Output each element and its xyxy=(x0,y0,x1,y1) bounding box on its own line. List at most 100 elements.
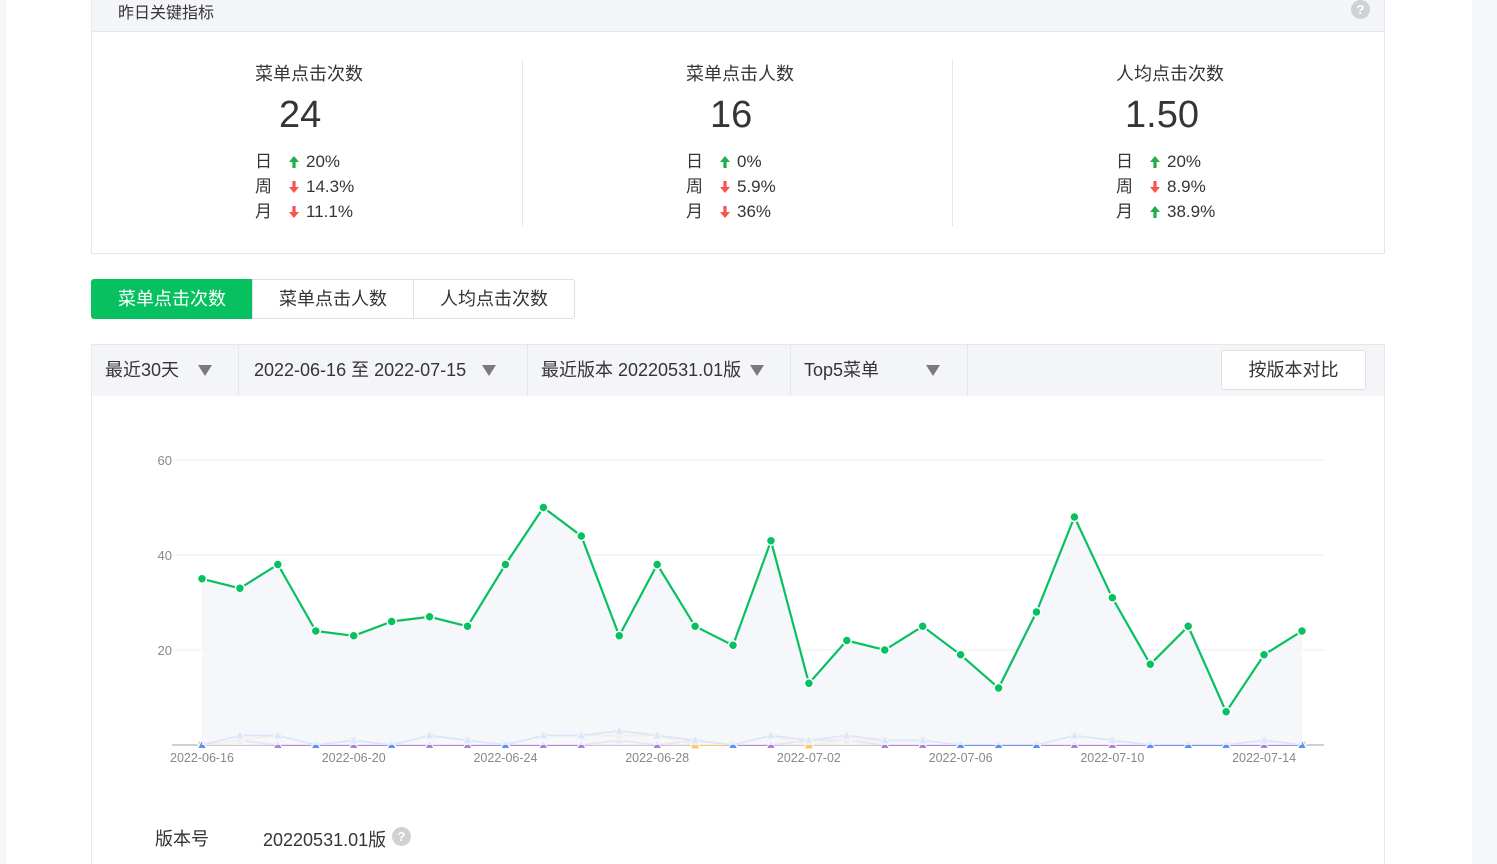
data-point xyxy=(1107,592,1118,603)
data-point xyxy=(1145,659,1156,670)
y-tick-label: 40 xyxy=(158,548,172,563)
period-label: 月 xyxy=(255,202,272,221)
period-label: 日 xyxy=(255,152,272,171)
version-label: 版本号 xyxy=(155,829,209,849)
trend-panel: 最近30天 2022-06-16 至 2022-07-15 最近版本 20220… xyxy=(91,344,1385,864)
chevron-down-icon xyxy=(926,365,940,376)
metric-label: 菜单点击人数 xyxy=(686,64,794,84)
period-label: 日 xyxy=(1116,152,1133,171)
page: 昨日关键指标 ? 菜单点击次数 24 日 20% 周 14.3% 月 11.1% 菜单… xyxy=(6,0,1472,864)
metric-changes: 日 0% 周 5.9% 月 36% xyxy=(686,149,866,224)
change-row-week: 周 8.9% xyxy=(1116,174,1296,199)
data-point xyxy=(993,682,1004,694)
version-value: 20220531.01版 xyxy=(263,830,387,850)
data-point xyxy=(386,616,397,627)
menu-dropdown-value: Top5菜单 xyxy=(804,360,880,380)
period-label: 日 xyxy=(686,152,703,171)
period-label: 周 xyxy=(1116,177,1133,196)
data-point xyxy=(803,678,815,689)
arrow-down-icon xyxy=(289,181,299,193)
data-point xyxy=(1220,706,1232,717)
y-tick-label: 60 xyxy=(158,453,172,468)
tab-avg-clicks[interactable]: 人均点击次数 xyxy=(413,279,575,319)
arrow-down-icon xyxy=(720,206,730,218)
card-title: 昨日关键指标 xyxy=(118,5,215,22)
help-icon[interactable]: ? xyxy=(392,827,411,846)
range-value: 最近30天 xyxy=(105,360,180,380)
metric-menu-users: 菜单点击人数 16 日 0% 周 5.9% 月 36% xyxy=(522,60,952,226)
metric-label: 人均点击次数 xyxy=(1116,64,1224,84)
change-value: 38.9% xyxy=(1167,202,1216,221)
chevron-down-icon xyxy=(198,365,212,376)
x-tick-label: 2022-06-24 xyxy=(473,751,537,765)
data-point xyxy=(879,644,891,656)
data-point xyxy=(310,625,322,637)
metric-value: 24 xyxy=(279,94,322,136)
version-dropdown-value: 最近版本 20220531.01版 xyxy=(541,360,742,380)
metric-changes: 日 20% 周 14.3% 月 11.1% xyxy=(255,149,435,224)
arrow-down-icon xyxy=(289,206,299,218)
data-point xyxy=(234,583,246,594)
date-range-value: 2022-06-16 至 2022-07-15 xyxy=(254,360,467,380)
series-line xyxy=(201,505,1303,715)
arrow-down-icon xyxy=(1150,181,1160,193)
metric-menu-clicks: 菜单点击次数 24 日 20% 周 14.3% 月 11.1% xyxy=(92,60,522,226)
data-point xyxy=(955,649,966,660)
period-label: 周 xyxy=(686,177,703,196)
data-point xyxy=(1258,649,1270,660)
chevron-down-icon xyxy=(750,365,764,376)
data-point xyxy=(500,559,511,570)
version-dropdown[interactable]: 最近版本 20220531.01版 xyxy=(528,345,791,396)
key-metrics-card: 昨日关键指标 ? 菜单点击次数 24 日 20% 周 14.3% 月 11.1% 菜单… xyxy=(91,0,1385,254)
filter-bar: 最近30天 2022-06-16 至 2022-07-15 最近版本 20220… xyxy=(92,345,1384,396)
tab-menu-users[interactable]: 菜单点击人数 xyxy=(252,279,414,319)
change-row-day: 日 20% xyxy=(1116,149,1296,174)
date-range-picker[interactable]: 2022-06-16 至 2022-07-15 xyxy=(239,345,528,396)
change-row-week: 周 14.3% xyxy=(255,174,435,199)
metric-label: 菜单点击次数 xyxy=(255,64,363,84)
tab-menu-clicks[interactable]: 菜单点击次数 xyxy=(91,279,253,319)
arrow-up-icon xyxy=(289,156,299,168)
arrow-up-icon xyxy=(1150,156,1160,168)
change-value: 8.9% xyxy=(1167,177,1206,196)
change-row-month: 月 11.1% xyxy=(255,199,435,224)
arrow-down-icon xyxy=(720,181,730,193)
data-point xyxy=(576,530,587,542)
metric-block: 人均点击次数 1.50 日 20% 周 8.9% 月 38.9% xyxy=(1116,60,1296,224)
help-icon[interactable]: ? xyxy=(1351,0,1370,19)
data-point xyxy=(1182,621,1194,632)
x-tick-label: 2022-07-02 xyxy=(777,751,841,765)
metric-tabs: 菜单点击次数 菜单点击人数 人均点击次数 xyxy=(91,279,575,319)
data-point xyxy=(841,635,853,646)
data-point xyxy=(651,559,663,570)
change-value: 5.9% xyxy=(737,177,776,196)
x-tick-label: 2022-06-16 xyxy=(170,751,234,765)
x-tick-label: 2022-07-14 xyxy=(1232,751,1296,765)
metric-value: 16 xyxy=(710,94,753,136)
data-point xyxy=(538,502,549,513)
metric-changes: 日 20% 周 8.9% 月 38.9% xyxy=(1116,149,1296,224)
change-value: 0% xyxy=(737,152,762,171)
y-tick-label: 20 xyxy=(158,643,172,658)
metric-block: 菜单点击人数 16 日 0% 周 5.9% 月 36% xyxy=(686,60,866,224)
range-dropdown[interactable]: 最近30天 xyxy=(92,345,239,396)
period-label: 周 xyxy=(255,177,272,196)
data-point xyxy=(272,559,284,570)
data-point xyxy=(765,535,777,546)
card-header: 昨日关键指标 ? xyxy=(92,0,1384,32)
change-value: 36% xyxy=(737,202,772,221)
x-tick-label: 2022-06-20 xyxy=(322,751,386,765)
compare-by-version-button[interactable]: 按版本对比 xyxy=(1221,350,1366,390)
data-point xyxy=(1069,511,1080,523)
x-tick-label: 2022-07-06 xyxy=(929,751,993,765)
arrow-up-icon xyxy=(720,156,730,168)
chevron-down-icon xyxy=(482,365,496,376)
menu-dropdown[interactable]: Top5菜单 xyxy=(791,345,968,396)
change-row-day: 日 20% xyxy=(255,149,435,174)
period-label: 月 xyxy=(686,202,703,221)
data-point xyxy=(348,630,359,641)
data-point xyxy=(727,640,739,651)
change-row-day: 日 0% xyxy=(686,149,866,174)
change-value: 11.1% xyxy=(306,202,353,221)
change-value: 20% xyxy=(306,152,341,171)
